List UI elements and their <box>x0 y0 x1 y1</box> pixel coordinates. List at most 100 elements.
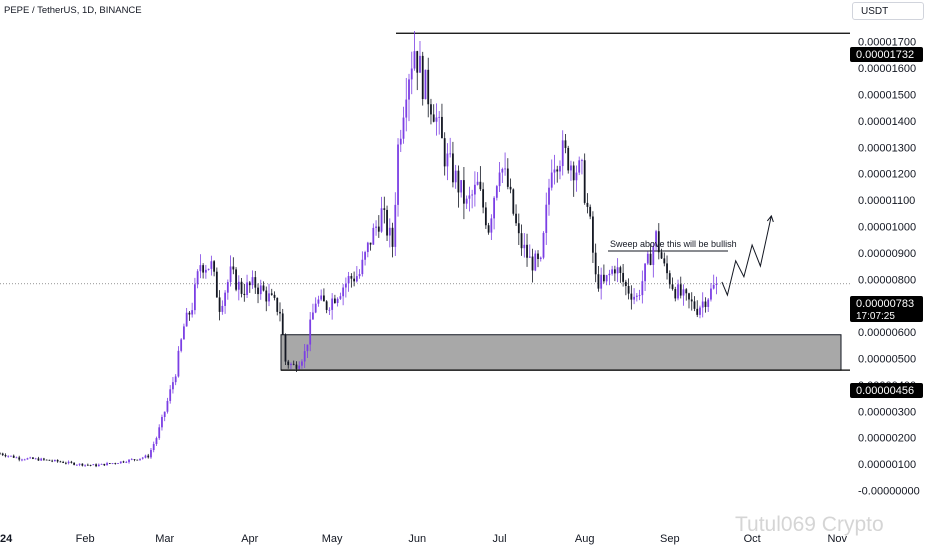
candle <box>592 211 594 263</box>
candle <box>328 307 331 315</box>
candle <box>597 266 600 292</box>
candle <box>21 458 23 462</box>
candle <box>78 463 81 467</box>
candle <box>301 359 303 369</box>
candle <box>150 448 152 459</box>
currency-selector[interactable]: USDT <box>852 2 924 20</box>
candle <box>37 456 40 461</box>
candle <box>432 104 435 123</box>
candle <box>559 160 561 180</box>
candle <box>696 300 699 318</box>
candle <box>490 214 493 241</box>
candle <box>125 460 128 464</box>
x-tick-label: Feb <box>76 533 95 545</box>
candle <box>572 161 575 197</box>
candle <box>358 269 361 279</box>
candle <box>331 293 334 320</box>
candle <box>688 292 690 309</box>
symbol-header[interactable]: PEPE / TetherUS, 1D, BINANCE <box>4 5 142 16</box>
candle <box>232 257 235 275</box>
candle <box>67 460 70 465</box>
candle <box>391 222 394 258</box>
candle <box>155 436 158 447</box>
candle <box>298 361 301 370</box>
candle <box>386 205 388 241</box>
candle <box>174 374 177 386</box>
x-tick-label: Jul <box>493 533 507 545</box>
candle <box>668 270 671 289</box>
candle <box>487 222 490 235</box>
candle <box>229 255 232 287</box>
candle <box>12 454 15 459</box>
x-tick-label: Mar <box>155 533 174 545</box>
candle <box>40 457 43 461</box>
candle <box>177 346 180 378</box>
candle <box>257 283 259 304</box>
candle <box>402 106 405 144</box>
candle <box>347 271 350 292</box>
candle <box>504 152 506 176</box>
candle <box>292 360 295 366</box>
x-tick-label: Jun <box>408 533 426 545</box>
candle <box>372 223 375 245</box>
y-tick-label: 0.00000800 <box>858 274 916 286</box>
candle <box>339 292 342 300</box>
candle <box>405 77 408 132</box>
candle <box>570 160 572 181</box>
candle <box>133 459 136 462</box>
x-tick-label: Sep <box>660 533 680 545</box>
candle <box>421 51 424 106</box>
candle <box>627 278 630 300</box>
candle <box>537 250 539 268</box>
candle <box>32 456 34 460</box>
candle <box>7 455 10 458</box>
candle <box>290 362 292 370</box>
candle <box>314 297 317 314</box>
candle <box>435 103 438 136</box>
candle <box>185 307 188 327</box>
candle <box>114 462 117 465</box>
candle <box>652 242 655 278</box>
candle <box>520 224 523 256</box>
y-tick-label: 0.00000100 <box>858 459 916 471</box>
candle <box>43 457 45 461</box>
candle <box>613 265 616 282</box>
candle <box>122 460 125 463</box>
candle <box>172 376 174 394</box>
candle <box>657 223 660 260</box>
candle <box>605 274 608 286</box>
candle <box>240 277 243 298</box>
candle <box>454 164 457 189</box>
candle <box>144 454 147 459</box>
candle <box>10 455 12 457</box>
candle <box>235 267 237 292</box>
candle <box>180 338 183 353</box>
candle <box>169 385 172 404</box>
projection-arrowhead <box>766 214 774 223</box>
candle <box>622 263 625 287</box>
candle <box>361 251 364 277</box>
candle <box>64 461 67 465</box>
candle <box>97 463 100 467</box>
candle <box>457 165 460 208</box>
candle <box>29 456 32 459</box>
projection-path[interactable] <box>721 215 772 297</box>
candle <box>152 441 155 453</box>
candle <box>45 459 48 461</box>
support-zone[interactable] <box>280 334 842 371</box>
candle <box>471 189 474 209</box>
candle <box>484 202 487 229</box>
candle <box>452 141 454 188</box>
candle <box>199 254 202 279</box>
candle <box>581 158 583 175</box>
candle <box>388 218 391 248</box>
candle <box>273 291 276 301</box>
candle <box>649 243 652 266</box>
candle <box>193 277 196 315</box>
candle <box>70 460 73 464</box>
candle <box>95 463 97 468</box>
candle <box>397 138 399 217</box>
candle <box>303 343 306 368</box>
